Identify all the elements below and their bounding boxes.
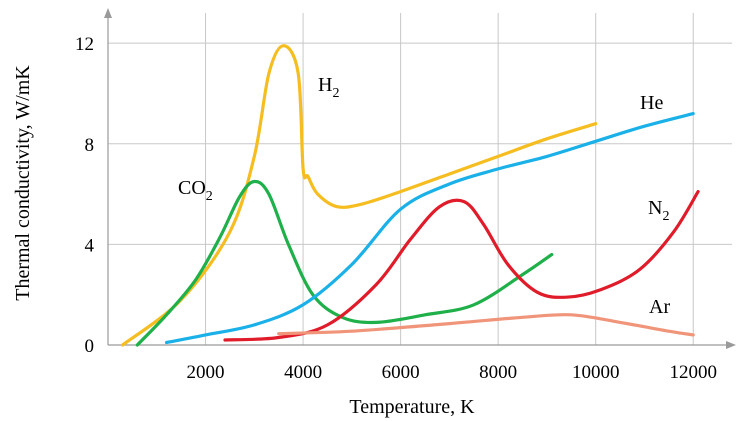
series-label-co2-name: CO [178,177,206,199]
series-label-ar: Ar [649,296,670,318]
x-tick-label: 12000 [669,362,717,383]
series-curves [121,44,700,347]
tick-labels: 2000 4000 6000 8000 10000 12000 0 4 8 12 [75,34,717,383]
x-tick-label: 6000 [382,362,420,383]
series-line-he [164,112,695,345]
y-tick-label: 8 [85,135,95,156]
series-label-co2-subscript: 2 [206,189,213,204]
x-axis-arrow-icon [726,341,736,349]
series-line-h2 [121,44,598,347]
gridlines [108,13,732,345]
series-line-ar [277,313,695,337]
series-label-n2: N2 [648,197,669,224]
x-tick-label: 4000 [284,362,322,383]
y-tick-label: 12 [75,34,94,55]
x-tick-label: 2000 [187,362,225,383]
series-label-n2-name: N [648,197,662,219]
y-axis-label: Thermal conductivity, W/mK [12,65,34,301]
x-axis-label: Temperature, K [349,396,475,418]
x-tick-label: 10000 [572,362,620,383]
series-label-n2-subscript: 2 [662,209,669,224]
y-tick-label: 4 [85,235,95,256]
y-axis-arrow-icon [104,8,112,18]
series-label-h2-subscript: 2 [332,86,339,101]
series-label-co2: CO2 [178,177,213,204]
series-line-n2 [223,190,700,342]
series-label-he: He [640,92,663,114]
series-label-h2-name: H [318,74,332,96]
axes [104,8,736,349]
y-tick-label: 0 [85,336,95,357]
series-label-h2: H2 [318,74,339,101]
series-line-co2 [135,179,554,347]
x-tick-label: 8000 [479,362,517,383]
